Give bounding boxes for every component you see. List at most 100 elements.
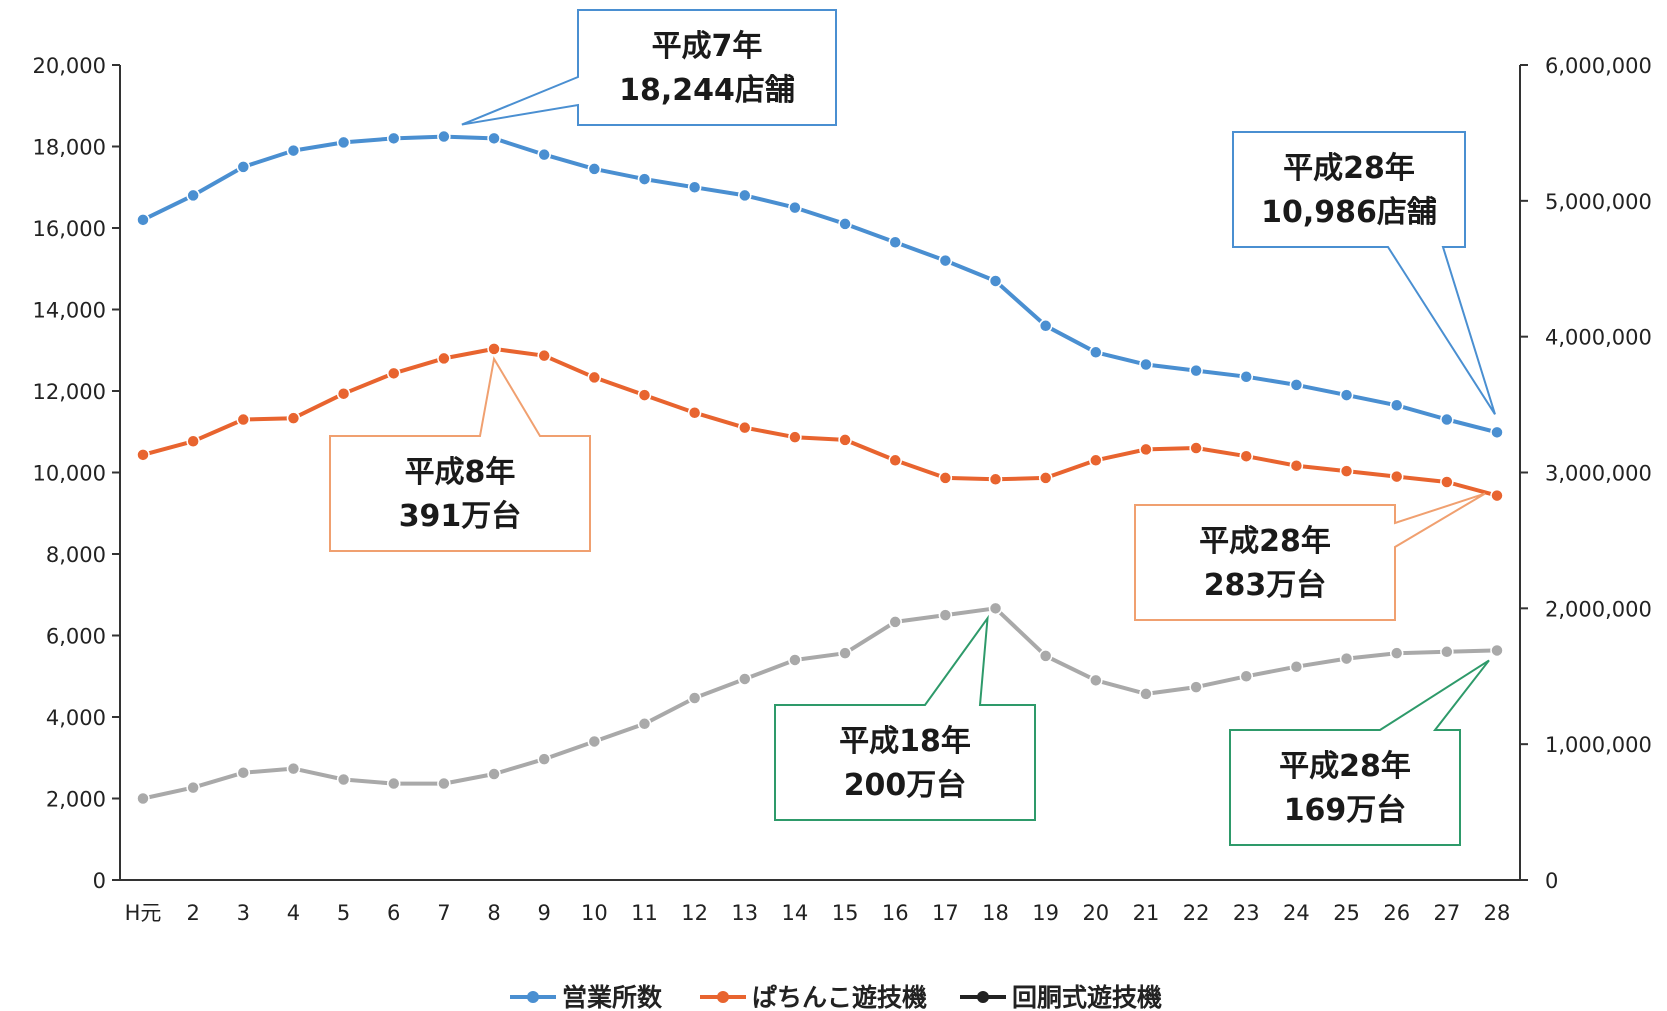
right-tick-label: 2,000,000 [1545,597,1652,621]
x-tick-label: 3 [237,901,250,925]
series-2-point [938,608,953,622]
series-2-point [537,752,551,766]
series-0-point [386,131,401,146]
series-2-point [1389,646,1404,660]
x-tick-label: 18 [982,901,1009,925]
series-0-point [687,180,702,194]
series-1-point [236,412,251,427]
x-tick-label: 12 [681,901,708,925]
legend: 営業所数 ぱちんこ遊技機 回胴式遊技機 [510,983,1162,1011]
series-0-point [186,188,200,203]
left-tick-label: 18,000 [33,136,106,160]
series-layer [136,129,1504,806]
series-0-point [1440,412,1454,427]
x-tick-label: 9 [537,901,550,925]
left-tick-label: 16,000 [33,217,106,241]
callout-text: 平成28年 [1199,524,1331,559]
series-2-point [186,780,200,795]
right-tick-label: 4,000,000 [1545,326,1652,350]
series-0-point [738,188,752,203]
series-1-point [136,448,150,462]
legend-swatch-marker [717,991,729,1003]
series-1-point [336,386,351,401]
callout-box [1229,659,1490,846]
callout-text: 平成18年 [839,724,971,759]
series-0-point [487,131,501,146]
callout-text: 18,244店舗 [619,73,795,108]
series-2-point [587,734,602,749]
series-1-point [1440,475,1454,489]
series-2-point [838,646,852,660]
series-0-point [336,135,351,150]
x-tick-label: 17 [932,901,959,925]
callout-a2: 平成28年 10,986店舗 [1232,131,1496,415]
series-2-point [637,717,652,731]
callout-box [1232,131,1496,415]
series-0-point [888,235,902,250]
legend-label: ぱちんこ遊技機 [752,983,927,1011]
series-1-point [1490,488,1504,503]
series-2-point [738,672,752,686]
right-tick-label: 1,000,000 [1545,733,1652,757]
right-tick-label: 0 [1545,869,1558,893]
left-tick-label: 8,000 [46,543,106,567]
x-tick-label: 19 [1032,901,1059,925]
series-0-point [788,200,802,215]
axes: 0 2,000 4,000 6,000 8,000 10,000 12,000 14,000 1… [33,54,1652,925]
series-2-point [1239,669,1254,683]
series-2-point [1490,643,1504,658]
callout-text: 平成28年 [1279,749,1411,784]
x-tick-label: 16 [882,901,909,925]
series-2-point [286,761,301,776]
series-2-point [437,776,451,791]
series-1-point [988,472,1003,487]
x-tick-label: 2 [186,901,199,925]
callout-text: 平成28年 [1283,151,1415,186]
series-1-point [1289,458,1304,473]
x-tick-label: 4 [287,901,300,925]
series-0-point [938,253,953,268]
x-tick-label: 15 [832,901,859,925]
series-1-point [286,411,301,425]
left-tick-label: 12,000 [33,380,106,404]
left-tick-label: 20,000 [33,54,106,78]
x-tick-label: 8 [487,901,500,925]
x-tick-label: 5 [337,901,350,925]
series-1-point [386,366,401,381]
x-tick-label: 27 [1433,901,1460,925]
series-1-point [1038,471,1053,485]
left-tick-label: 4,000 [46,706,106,730]
series-1-point [1089,453,1103,468]
legend-swatch-marker [527,991,539,1003]
x-tick-label: 21 [1133,901,1160,925]
series-0-point [587,162,602,176]
x-tick-label: 28 [1484,901,1511,925]
series-0-point [1239,369,1254,384]
series-line-1 [142,346,1498,498]
series-1-point [1139,442,1153,457]
series-2-point [136,791,150,806]
x-tick-label: 24 [1283,901,1310,925]
right-tick-label: 3,000,000 [1545,462,1652,486]
callout-text: 10,986店舗 [1261,195,1437,230]
series-1-point [838,433,852,447]
x-tick-label: 11 [631,901,658,925]
callout-box [1134,492,1486,621]
left-tick-label: 2,000 [46,788,106,812]
series-0-point [838,217,852,231]
callout-text: 391万台 [399,499,522,534]
series-2-point [888,615,902,629]
series-0-point [437,129,451,144]
series-line-0 [142,134,1498,435]
series-0-point [1038,319,1053,333]
series-0-point [1289,378,1304,392]
series-1-point [687,405,702,420]
series-2-point [386,776,401,791]
right-tick-label: 6,000,000 [1545,54,1652,78]
callout-text: 200万台 [844,768,967,803]
callout-box [774,614,1036,821]
series-0-point [1189,363,1203,378]
series-2-point [687,691,702,705]
series-2-point [1038,649,1053,663]
series-line-2 [142,606,1498,801]
